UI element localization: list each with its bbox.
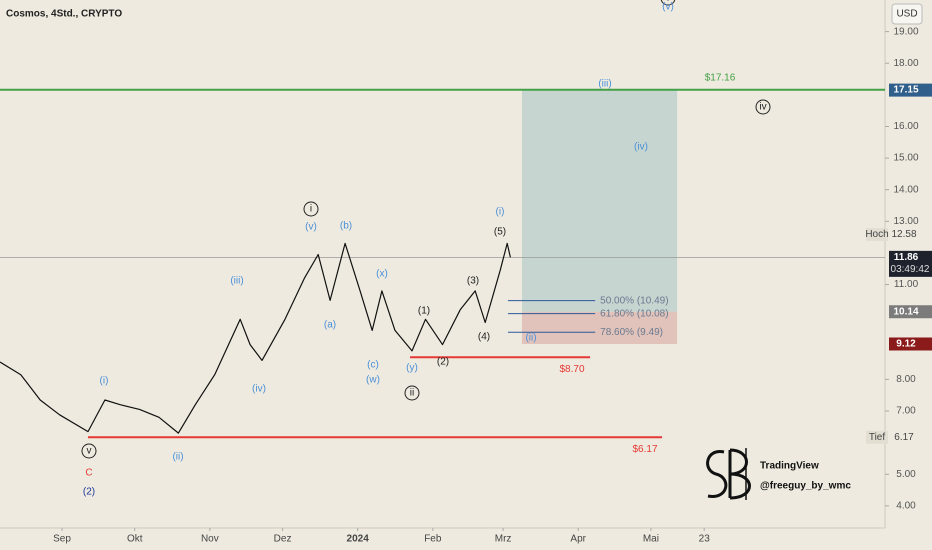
wave-circle xyxy=(755,99,771,115)
wave-label: (2) xyxy=(437,357,449,368)
logo xyxy=(706,448,751,500)
wave-circle xyxy=(81,443,97,459)
wave-circle xyxy=(404,385,420,401)
wave-label: (iii) xyxy=(598,79,611,90)
high-label: 12.58 xyxy=(891,229,916,240)
wave-label: (i) xyxy=(496,207,505,218)
x-tick-label: Nov xyxy=(201,534,219,545)
wave-label: ii xyxy=(410,388,414,399)
countdown: 03:49:42 xyxy=(891,264,930,275)
wave-label: (4) xyxy=(478,332,490,343)
x-tick-label: 2024 xyxy=(347,534,370,545)
low-name-box xyxy=(866,430,888,444)
price-label: 11.86 xyxy=(894,252,919,263)
price-label: 17.15 xyxy=(893,85,918,96)
level-label: $6.17 xyxy=(632,444,657,455)
watermark-author: @freeguy_by_wmc xyxy=(760,481,851,492)
y-tick-label: 5.00 xyxy=(896,469,916,480)
wave-label: (x) xyxy=(376,269,388,280)
wave-label: (iii) xyxy=(230,276,243,287)
wave-label: (i) xyxy=(100,376,109,387)
x-tick-label: Dez xyxy=(274,534,292,545)
price-label-box xyxy=(889,250,932,277)
fib-label: 50.00% (10.49) xyxy=(600,295,668,306)
price-line xyxy=(0,242,511,434)
high-name-box xyxy=(866,228,888,242)
x-tick-label: Mai xyxy=(643,534,659,545)
x-tick-label: Apr xyxy=(570,534,586,545)
wave-circle xyxy=(303,201,319,217)
target-zone xyxy=(521,90,678,312)
price-label-box xyxy=(889,83,932,97)
price-label-box xyxy=(889,305,932,319)
wave-label: (3) xyxy=(467,276,479,287)
low-name: Tief xyxy=(869,432,886,443)
high-name: Hoch xyxy=(865,229,888,240)
wave-label: (v) xyxy=(305,222,317,233)
y-tick-label: 7.00 xyxy=(896,406,916,417)
wave-label: v xyxy=(666,0,671,4)
wave-label: (w) xyxy=(366,375,380,386)
fib-label: 78.60% (9.49) xyxy=(600,327,663,338)
x-tick-label: Okt xyxy=(127,534,143,545)
price-label-box xyxy=(889,337,932,351)
wave-label: (b) xyxy=(340,221,352,232)
y-tick-label: 8.00 xyxy=(896,374,916,385)
x-tick-label: Mrz xyxy=(495,534,512,545)
x-tick-label: Feb xyxy=(424,534,442,545)
wave-label: (2) xyxy=(83,487,95,498)
currency[interactable]: USD xyxy=(896,9,917,20)
y-tick-label: 19.00 xyxy=(893,26,918,37)
wave-label: (c) xyxy=(367,360,379,371)
wave-label: v xyxy=(87,446,92,457)
price-label: 9.12 xyxy=(896,339,916,350)
y-tick-label: 15.00 xyxy=(893,153,918,164)
wave-label: (5) xyxy=(494,227,506,238)
low-label: 6.17 xyxy=(894,432,914,443)
y-tick-label: 11.00 xyxy=(894,279,919,290)
wave-label: i xyxy=(310,204,312,215)
wave-label: (y) xyxy=(406,363,418,374)
y-tick-label: 14.00 xyxy=(893,184,918,195)
wave-label: (iv) xyxy=(634,142,648,153)
wave-label: (a) xyxy=(324,320,336,331)
wave-label: iv xyxy=(759,102,766,113)
wave-label: (1) xyxy=(418,306,430,317)
level-label: $8.70 xyxy=(559,364,584,375)
chart-title: Cosmos, 4Std., CRYPTO xyxy=(6,9,122,20)
logo-s xyxy=(706,450,728,498)
wave-label: (v) xyxy=(662,2,674,13)
y-tick-label: 18.00 xyxy=(893,58,918,69)
price-label: 10.14 xyxy=(893,306,918,317)
wave-label: (ii) xyxy=(525,333,536,344)
x-tick-label: 23 xyxy=(699,534,711,545)
wave-label: (iv) xyxy=(252,384,266,395)
x-tick-label: Sep xyxy=(53,534,71,545)
y-tick-label: 4.00 xyxy=(896,501,916,512)
fib-label: 61.80% (10.08) xyxy=(600,308,668,319)
y-tick-label: 13.00 xyxy=(893,216,918,227)
y-tick-label: 16.00 xyxy=(893,121,918,132)
level-label: $17.16 xyxy=(705,72,736,83)
watermark-brand: TradingView xyxy=(760,461,819,472)
wave-circle xyxy=(660,0,676,6)
wave-label: C xyxy=(85,468,92,479)
currency-box[interactable] xyxy=(891,3,923,25)
wave-label: (ii) xyxy=(172,452,183,463)
stop-zone xyxy=(521,311,678,344)
